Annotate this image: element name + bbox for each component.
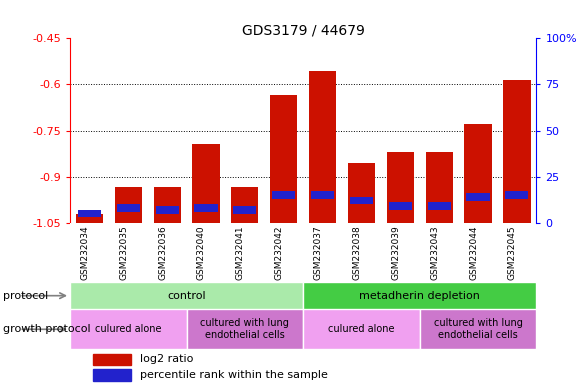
- Text: GSM232042: GSM232042: [275, 226, 284, 280]
- Bar: [427, 202, 451, 210]
- Bar: [503, 80, 531, 223]
- Text: GSM232034: GSM232034: [80, 226, 89, 280]
- Text: growth protocol: growth protocol: [3, 324, 90, 334]
- Bar: [70, 282, 303, 309]
- Bar: [466, 193, 490, 200]
- Bar: [78, 210, 101, 217]
- Text: percentile rank within the sample: percentile rank within the sample: [140, 370, 328, 380]
- Bar: [348, 163, 375, 223]
- Bar: [153, 187, 181, 223]
- Bar: [76, 214, 103, 223]
- Text: GSM232039: GSM232039: [391, 226, 401, 280]
- Bar: [465, 124, 491, 223]
- Bar: [420, 309, 536, 349]
- Bar: [115, 187, 142, 223]
- Text: cultured with lung
endothelial cells: cultured with lung endothelial cells: [434, 318, 522, 340]
- Bar: [426, 152, 453, 223]
- Bar: [192, 144, 220, 223]
- Bar: [389, 202, 412, 210]
- Text: GSM232036: GSM232036: [158, 226, 167, 280]
- Bar: [505, 191, 528, 199]
- Bar: [350, 197, 373, 204]
- Bar: [270, 95, 297, 223]
- Bar: [233, 206, 257, 214]
- Text: GSM232038: GSM232038: [353, 226, 361, 280]
- Text: culured alone: culured alone: [328, 324, 395, 334]
- Bar: [231, 187, 258, 223]
- Bar: [303, 282, 536, 309]
- Text: GSM232035: GSM232035: [120, 226, 128, 280]
- Text: GSM232043: GSM232043: [430, 226, 439, 280]
- Text: metadherin depletion: metadherin depletion: [359, 291, 480, 301]
- Text: log2 ratio: log2 ratio: [140, 354, 194, 364]
- Bar: [70, 309, 187, 349]
- Text: GSM232040: GSM232040: [197, 226, 206, 280]
- Bar: [272, 191, 295, 199]
- Text: cultured with lung
endothelial cells: cultured with lung endothelial cells: [201, 318, 289, 340]
- Title: GDS3179 / 44679: GDS3179 / 44679: [242, 23, 364, 37]
- Text: GSM232044: GSM232044: [469, 226, 478, 280]
- Text: GSM232041: GSM232041: [236, 226, 245, 280]
- Bar: [93, 354, 131, 365]
- Bar: [187, 309, 303, 349]
- Bar: [156, 206, 178, 214]
- Bar: [309, 71, 336, 223]
- Bar: [117, 204, 140, 212]
- Bar: [311, 191, 334, 199]
- Text: protocol: protocol: [3, 291, 48, 301]
- Bar: [93, 369, 131, 381]
- Text: control: control: [167, 291, 206, 301]
- Text: GSM232037: GSM232037: [314, 226, 322, 280]
- Bar: [387, 152, 414, 223]
- Text: GSM232045: GSM232045: [508, 226, 517, 280]
- Text: culured alone: culured alone: [95, 324, 161, 334]
- Bar: [303, 309, 420, 349]
- Bar: [194, 204, 217, 212]
